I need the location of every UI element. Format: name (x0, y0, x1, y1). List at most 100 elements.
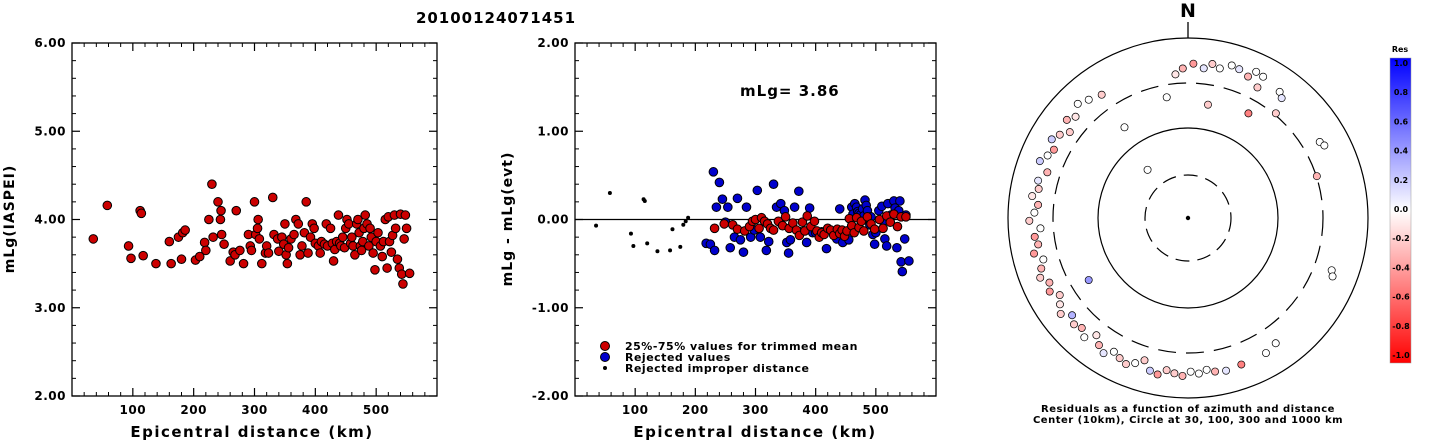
rejected-point (711, 202, 722, 212)
accepted-point (123, 241, 134, 251)
accepted-point (280, 219, 290, 229)
station-residual-point (1030, 208, 1039, 217)
accepted-point (901, 212, 911, 222)
legend-label-accepted: 25%-75% values for trimmed mean (625, 340, 858, 353)
rejected-point (892, 242, 902, 253)
rejected-point (789, 202, 800, 212)
station-residual-point (1065, 128, 1074, 137)
rejected-point (738, 247, 749, 257)
rejected-point (869, 239, 880, 250)
station-residual-point (1034, 176, 1043, 185)
colorbar-tick-label: 0.6 (1394, 117, 1409, 126)
rejected-point (768, 179, 779, 189)
y-tick-label: 2.00 (537, 36, 569, 50)
rejected-point (895, 196, 905, 206)
y-tick-label: 6.00 (34, 36, 66, 50)
accepted-point (199, 237, 210, 248)
accepted-point (204, 214, 214, 225)
station-residual-point (1171, 70, 1180, 79)
station-residual-point (1034, 240, 1043, 249)
colorbar: Res 1.0 0.8 0.6 0.4 0.2 0.0 -0.2 -0.4 -0.6 -0.8 -1… (1389, 45, 1412, 364)
accepted-point (364, 241, 374, 251)
station-residual-point (1028, 192, 1037, 201)
station-residual-point (1036, 273, 1045, 282)
accepted-point (373, 227, 383, 238)
rejected-point (763, 236, 774, 247)
accepted-point (780, 212, 791, 222)
improper-distance-point (681, 222, 686, 227)
station-residual-point (1120, 123, 1129, 132)
rejected-point (752, 185, 763, 196)
station-residual-point (1328, 272, 1337, 281)
legend-label-improper: Rejected improper distance (625, 362, 809, 375)
rejected-point (723, 202, 733, 212)
station-residual-point (1131, 359, 1140, 368)
accepted-point (235, 245, 245, 256)
accepted-point (238, 258, 249, 269)
data-points-1 (88, 179, 415, 289)
rejected-point (897, 266, 908, 277)
y-tick-label: 2.00 (34, 389, 66, 403)
station-residual-point (1277, 94, 1286, 103)
accepted-point (194, 251, 205, 262)
station-residual-point (1030, 232, 1039, 241)
station-residual-point (1043, 168, 1052, 177)
station-residual-point (1025, 216, 1034, 225)
accepted-point (719, 219, 730, 229)
rejected-point (732, 193, 743, 204)
colorbar-tick-label: -0.8 (1392, 322, 1410, 331)
colorbar-title: Res (1392, 45, 1409, 54)
station-residual-point (1189, 59, 1198, 68)
accepted-point (709, 223, 720, 234)
colorbar-tick-label: -0.4 (1392, 263, 1410, 272)
station-residual-point (1043, 151, 1052, 160)
accepted-point (392, 254, 403, 265)
station-residual-point (1077, 324, 1086, 332)
accepted-point (401, 223, 412, 234)
x-tick-label: 100 (622, 403, 649, 417)
accepted-point (396, 269, 407, 280)
accepted-point (295, 250, 305, 260)
panel-polar: N Residuals as a function of azimuth and… (1007, 0, 1369, 426)
north-label: N (1180, 0, 1196, 22)
accepted-point (297, 241, 307, 251)
accepted-point (809, 216, 820, 227)
station-residual-point (1204, 100, 1212, 109)
accepted-point (282, 258, 293, 269)
x-tick-label: 300 (742, 403, 769, 417)
accepted-point (263, 248, 274, 258)
legend-label-rejected: Rejected values (625, 351, 731, 364)
accepted-point (201, 245, 211, 256)
station-residual-point (1095, 341, 1103, 350)
accepted-point (885, 217, 896, 227)
accepted-point (303, 248, 313, 258)
accepted-point (283, 242, 294, 253)
x-tick-label: 400 (302, 403, 329, 417)
rejected-point (785, 234, 796, 245)
accepted-point (252, 223, 263, 234)
station-residual-point (1162, 366, 1171, 375)
accepted-point (216, 229, 227, 240)
station-residual-point (1073, 99, 1082, 108)
station-residual-point (1271, 109, 1280, 118)
rejected-point (761, 245, 772, 256)
x-axis-label-1: Epicentral distance (km) (130, 423, 373, 441)
station-residual-point (1186, 367, 1195, 376)
accepted-point (353, 214, 363, 225)
station-residual-point (1208, 60, 1217, 68)
accepted-point (350, 250, 360, 260)
station-residual-point (1115, 354, 1124, 363)
rejected-point (708, 167, 719, 177)
accepted-point (386, 247, 397, 257)
station-residual-point (1099, 349, 1108, 358)
rejected-point (904, 256, 914, 266)
accepted-point (267, 192, 278, 203)
station-residual-point (1253, 83, 1262, 92)
station-residual-point (1080, 333, 1089, 342)
rejected-point (717, 194, 728, 205)
station-residual-point (1037, 264, 1046, 273)
colorbar-tick-label: 0.0 (1394, 205, 1409, 214)
accepted-point (377, 251, 388, 262)
accepted-point (176, 254, 187, 265)
improper-distance-point (631, 243, 636, 248)
